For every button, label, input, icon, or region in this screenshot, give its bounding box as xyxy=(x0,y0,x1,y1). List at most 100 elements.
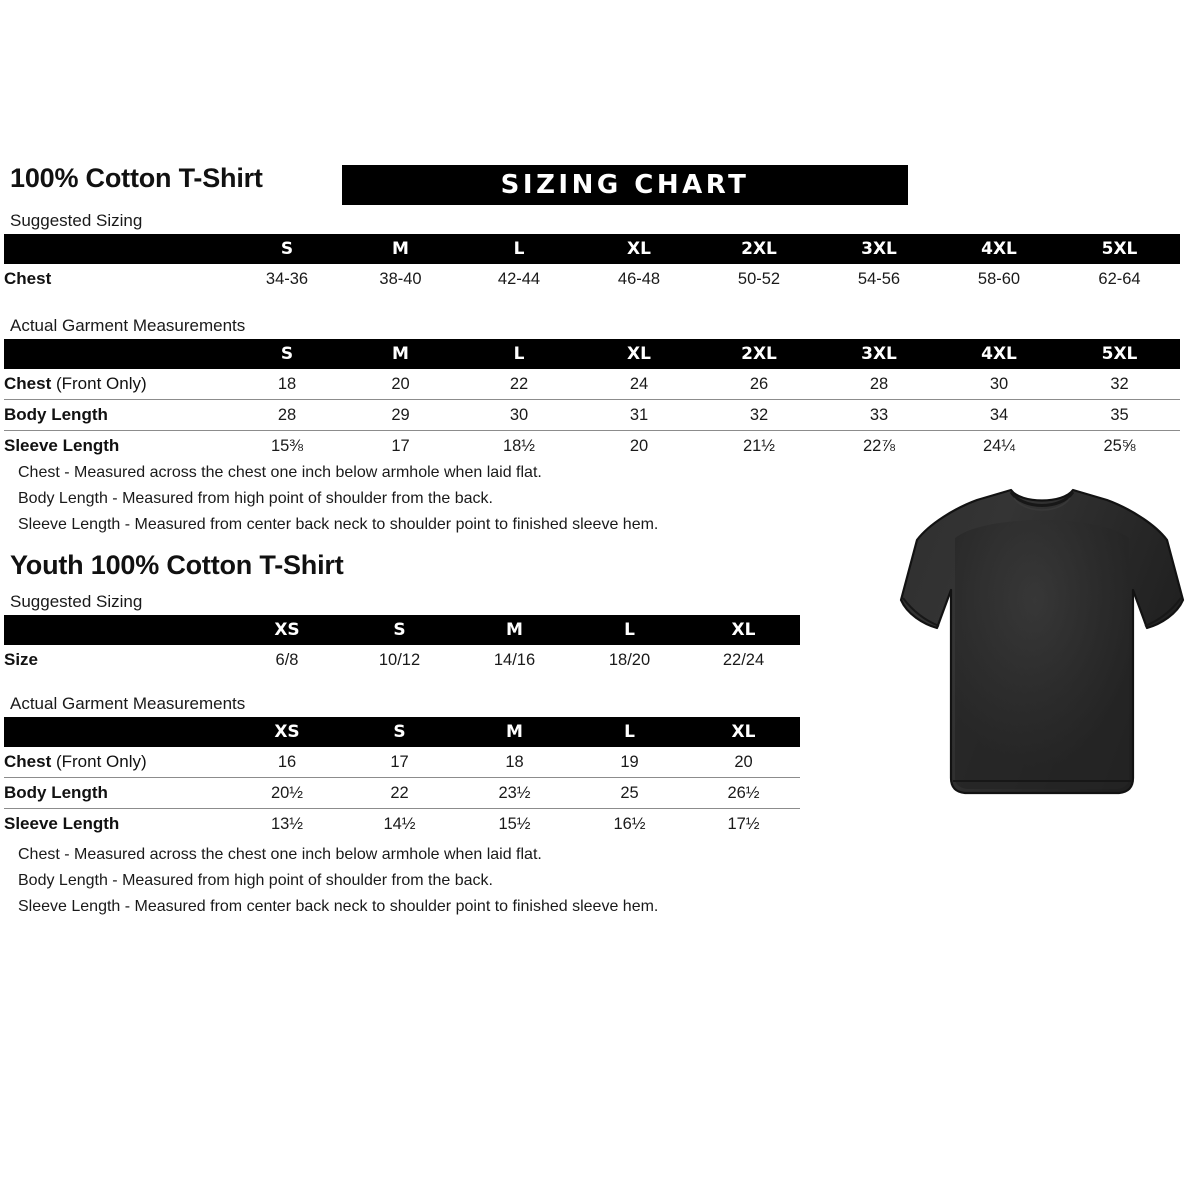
row-label: Chest (Front Only) xyxy=(4,369,232,400)
cell-value: 18½ xyxy=(459,430,579,461)
cell-value: 19 xyxy=(620,752,639,771)
cell-value: 31 xyxy=(579,399,699,431)
column-header-l: L xyxy=(624,620,635,640)
cell-value: 42-44 xyxy=(497,269,541,288)
adult-section-title: 100% Cotton T-Shirt xyxy=(10,163,263,193)
cell-value: 22 xyxy=(342,777,457,809)
cell-value: 24 xyxy=(629,374,649,393)
tshirt-product-image xyxy=(893,478,1191,808)
table-row: Body Length 20½ 22 23½ 25 26½ xyxy=(4,777,800,809)
row-label-main: Chest xyxy=(4,374,56,393)
cell-value: 6/8 xyxy=(275,650,299,669)
tshirt-collar-inner xyxy=(1013,497,1071,511)
tshirt-icon xyxy=(899,488,1185,795)
youth-actual-measurements-table: XS S M L XL Chest (Front Only) 16 17 18 … xyxy=(4,717,800,839)
table-row: Sleeve Length 15⅜ 17 18½ 20 21½ 22⅞ 24¼ … xyxy=(4,430,1180,461)
cell-value: 14/16 xyxy=(493,650,536,669)
column-header-s: S xyxy=(280,239,294,259)
column-header-l: L xyxy=(513,344,525,364)
row-label: Body Length xyxy=(4,777,232,809)
table-header-row: S M L XL 2XL 3XL 4XL 5XL xyxy=(4,234,1180,264)
column-header-m: M xyxy=(392,344,409,364)
column-header xyxy=(4,615,232,645)
row-label: Body Length xyxy=(4,399,232,431)
column-header-3xl: 3XL xyxy=(861,239,897,259)
cell-value: 16 xyxy=(277,752,297,771)
column-header-5xl: 5XL xyxy=(1101,239,1138,259)
row-label-note: (Front Only) xyxy=(55,374,147,393)
cell-value: 22/24 xyxy=(722,650,765,669)
column-header-xs: XS xyxy=(274,722,300,742)
cell-value: 58-60 xyxy=(977,269,1021,288)
table-header-row: XS S M L XL xyxy=(4,615,800,645)
row-label-main: Chest xyxy=(4,752,56,771)
table-row: Chest (Front Only) 16 17 18 19 20 xyxy=(4,747,800,778)
column-header-s: S xyxy=(393,620,406,640)
column-header-s: S xyxy=(393,722,406,742)
cell-value: 26½ xyxy=(687,777,800,809)
column-header-l: L xyxy=(513,239,525,259)
cell-value: 18/20 xyxy=(608,650,651,669)
column-header-xl: XL xyxy=(731,722,756,742)
cell-value: 17 xyxy=(342,430,459,461)
cell-value: 32 xyxy=(699,399,819,431)
youth-suggested-sizing-label: Suggested Sizing xyxy=(10,592,143,611)
column-header xyxy=(4,717,232,747)
cell-value: 20 xyxy=(579,430,699,461)
cell-value: 28 xyxy=(232,399,342,431)
adult-actual-measurements-table: S M L XL 2XL 3XL 4XL 5XL Chest (Front On… xyxy=(4,339,1180,461)
column-header-2xl: 2XL xyxy=(741,239,777,259)
column-header-4xl: 4XL xyxy=(981,239,1017,259)
cell-value: 30 xyxy=(459,399,579,431)
cell-value: 46-48 xyxy=(617,269,661,288)
cell-value: 28 xyxy=(869,374,889,393)
tshirt-right-sleeve-hem xyxy=(1144,597,1182,627)
row-label: Sleeve Length xyxy=(4,808,232,839)
table-row: Chest 34-36 38-40 42-44 46-48 50-52 54-5… xyxy=(4,264,1180,294)
cell-value: 20½ xyxy=(232,777,342,809)
row-label: Chest (Front Only) xyxy=(4,747,232,778)
table-header-row: XS S M L XL xyxy=(4,717,800,747)
note-chest: Chest - Measured across the chest one in… xyxy=(18,464,542,481)
row-label-note: (Front Only) xyxy=(55,752,147,771)
cell-value: 24¼ xyxy=(939,430,1059,461)
table-row: Body Length 28 29 30 31 32 33 34 35 xyxy=(4,399,1180,431)
cell-value: 38-40 xyxy=(379,269,422,288)
cell-value: 30 xyxy=(989,374,1009,393)
column-header-s: S xyxy=(280,344,294,364)
column-header-3xl: 3XL xyxy=(861,344,897,364)
column-header-m: M xyxy=(392,239,409,259)
youth-suggested-sizing-table: XS S M L XL Size 6/8 10/12 14/16 18/20 2… xyxy=(4,615,800,675)
column-header-l: L xyxy=(624,722,635,742)
cell-value: 14½ xyxy=(342,808,457,839)
cell-value: 22 xyxy=(509,374,529,393)
cell-value: 21½ xyxy=(699,430,819,461)
adult-suggested-sizing-table: S M L XL 2XL 3XL 4XL 5XL Chest 34-36 38-… xyxy=(4,234,1180,294)
table-header-row: S M L XL 2XL 3XL 4XL 5XL xyxy=(4,339,1180,369)
column-header xyxy=(4,234,232,264)
cell-value: 34 xyxy=(939,399,1059,431)
column-header-xl: XL xyxy=(731,620,756,640)
cell-value: 18 xyxy=(277,374,297,393)
adult-suggested-sizing-label: Suggested Sizing xyxy=(10,211,143,230)
cell-value: 25⅝ xyxy=(1059,430,1180,461)
cell-value: 29 xyxy=(342,399,459,431)
cell-value: 62-64 xyxy=(1098,269,1141,288)
column-header-xl: XL xyxy=(627,344,651,364)
cell-value: 33 xyxy=(819,399,939,431)
document-header: 100% Cotton T-Shirt SIZING CHART xyxy=(10,163,1190,209)
row-label: Size xyxy=(4,650,39,669)
cell-value: 15⅜ xyxy=(232,430,342,461)
note-sleeve-length: Sleeve Length - Measured from center bac… xyxy=(18,516,659,533)
table-row: Chest (Front Only) 18 20 22 24 26 28 30 … xyxy=(4,369,1180,400)
cell-value: 15½ xyxy=(457,808,572,839)
adult-actual-measurements-label: Actual Garment Measurements xyxy=(10,316,246,335)
column-header-m: M xyxy=(506,620,523,640)
column-header-xs: XS xyxy=(274,620,300,640)
column-header-4xl: 4XL xyxy=(981,344,1017,364)
note-body-length: Body Length - Measured from high point o… xyxy=(18,490,493,507)
cell-value: 35 xyxy=(1059,399,1180,431)
table-row: Sleeve Length 13½ 14½ 15½ 16½ 17½ xyxy=(4,808,800,839)
cell-value: 26 xyxy=(749,374,769,393)
note-body-length: Body Length - Measured from high point o… xyxy=(18,872,493,889)
